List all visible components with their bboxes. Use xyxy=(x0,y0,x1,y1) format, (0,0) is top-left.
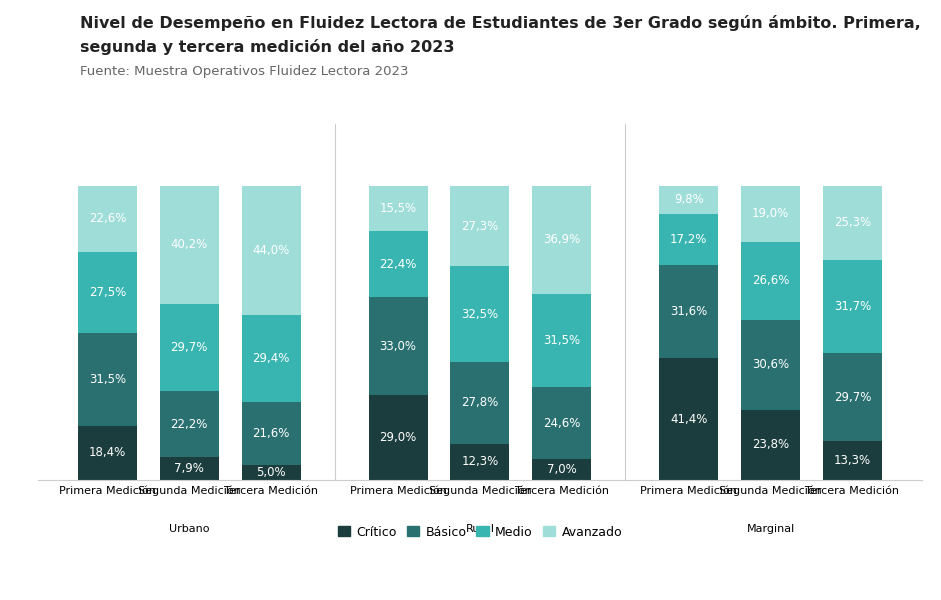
Bar xyxy=(369,298,427,395)
Text: 27,3%: 27,3% xyxy=(461,220,499,233)
Bar xyxy=(451,266,509,362)
Legend: Crítico, Básico, Medio, Avanzado: Crítico, Básico, Medio, Avanzado xyxy=(332,521,628,544)
Text: Urbano: Urbano xyxy=(169,524,210,535)
Bar xyxy=(660,358,718,480)
Text: 30,6%: 30,6% xyxy=(752,358,789,371)
Text: 32,5%: 32,5% xyxy=(461,308,499,320)
Text: Rural: Rural xyxy=(466,524,494,535)
Text: 29,0%: 29,0% xyxy=(379,431,417,444)
Text: 24,6%: 24,6% xyxy=(543,416,581,430)
Bar xyxy=(823,441,882,480)
Bar xyxy=(78,252,136,333)
Text: 12,3%: 12,3% xyxy=(461,455,499,469)
Bar xyxy=(160,391,218,457)
Bar xyxy=(369,186,427,232)
Bar xyxy=(78,426,136,480)
Text: 22,2%: 22,2% xyxy=(170,418,208,431)
Bar xyxy=(823,353,882,441)
Bar xyxy=(742,320,800,410)
Text: 31,5%: 31,5% xyxy=(88,373,126,386)
Bar xyxy=(451,444,509,480)
Text: 21,6%: 21,6% xyxy=(252,427,290,440)
Bar xyxy=(242,401,300,465)
Bar xyxy=(78,185,136,252)
Bar xyxy=(242,315,300,401)
Bar xyxy=(660,214,718,265)
Text: 13,3%: 13,3% xyxy=(834,454,871,467)
Text: 7,9%: 7,9% xyxy=(174,462,204,475)
Bar xyxy=(160,304,218,391)
Text: 41,4%: 41,4% xyxy=(670,413,708,425)
Bar xyxy=(533,387,591,460)
Bar xyxy=(823,260,882,353)
Text: 5,0%: 5,0% xyxy=(256,466,286,479)
Text: 33,0%: 33,0% xyxy=(379,340,417,353)
Bar xyxy=(823,185,882,260)
Text: Nivel de Desempeño en Fluidez Lectora de Estudiantes de 3er Grado según ámbito. : Nivel de Desempeño en Fluidez Lectora de… xyxy=(80,15,920,31)
Text: Marginal: Marginal xyxy=(746,524,795,535)
Bar xyxy=(533,460,591,480)
Text: 36,9%: 36,9% xyxy=(543,233,581,247)
Bar xyxy=(160,185,218,304)
Bar xyxy=(533,185,591,294)
Text: 22,6%: 22,6% xyxy=(88,212,126,226)
Bar xyxy=(742,410,800,480)
Bar xyxy=(242,465,300,480)
Bar xyxy=(369,395,427,480)
Bar xyxy=(742,185,800,242)
Bar xyxy=(451,186,509,266)
Text: 44,0%: 44,0% xyxy=(252,244,290,257)
Text: 9,8%: 9,8% xyxy=(674,193,704,206)
Text: 19,0%: 19,0% xyxy=(752,207,789,220)
Text: 29,7%: 29,7% xyxy=(170,341,208,354)
Bar xyxy=(742,242,800,320)
Text: 40,2%: 40,2% xyxy=(170,238,208,251)
Text: 31,5%: 31,5% xyxy=(543,334,581,347)
Text: 18,4%: 18,4% xyxy=(88,446,126,460)
Bar xyxy=(160,457,218,480)
Text: 29,4%: 29,4% xyxy=(252,352,290,365)
Text: 27,8%: 27,8% xyxy=(461,397,499,409)
Text: Fuente: Muestra Operativos Fluidez Lectora 2023: Fuente: Muestra Operativos Fluidez Lecto… xyxy=(80,65,408,78)
Bar xyxy=(533,294,591,387)
Text: 29,7%: 29,7% xyxy=(834,391,871,404)
Text: 7,0%: 7,0% xyxy=(547,463,577,476)
Text: 31,7%: 31,7% xyxy=(834,300,871,313)
Text: 26,6%: 26,6% xyxy=(752,274,789,287)
Bar xyxy=(660,265,718,358)
Text: 15,5%: 15,5% xyxy=(379,202,417,215)
Text: 23,8%: 23,8% xyxy=(752,439,789,451)
Text: 25,3%: 25,3% xyxy=(834,217,871,229)
Text: 22,4%: 22,4% xyxy=(379,258,417,271)
Text: segunda y tercera medición del año 2023: segunda y tercera medición del año 2023 xyxy=(80,39,455,55)
Bar xyxy=(242,185,300,315)
Bar xyxy=(369,232,427,298)
Bar xyxy=(660,185,718,214)
Text: 31,6%: 31,6% xyxy=(670,305,708,318)
Text: 27,5%: 27,5% xyxy=(88,286,126,299)
Text: 17,2%: 17,2% xyxy=(670,233,708,246)
Bar xyxy=(451,362,509,444)
Bar xyxy=(78,333,136,426)
